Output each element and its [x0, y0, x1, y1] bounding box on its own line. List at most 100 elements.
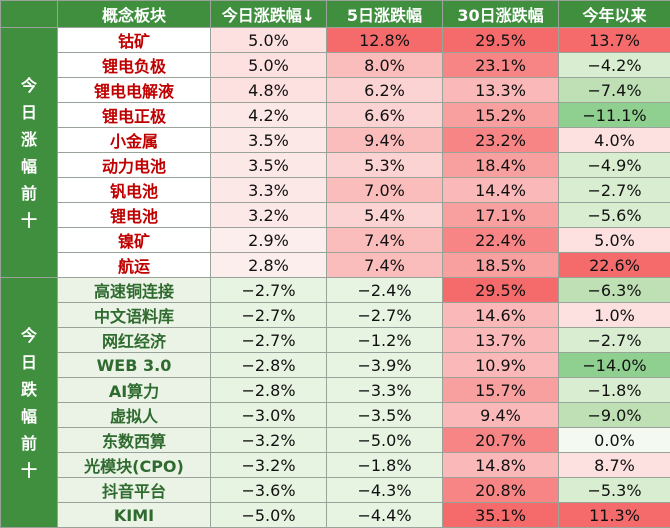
- today-change-cell: 2.9%: [211, 228, 327, 253]
- group-label-top-gainers: 今日涨幅前十: [1, 28, 58, 278]
- 5day-change-cell: 8.0%: [327, 53, 443, 78]
- 5day-change-cell: −1.2%: [327, 328, 443, 353]
- group-label-char: 幅: [1, 153, 57, 180]
- sector-name[interactable]: 小金属: [58, 128, 211, 153]
- 30day-change-cell: 22.4%: [443, 228, 559, 253]
- sector-name[interactable]: 光模块(CPO): [58, 453, 211, 478]
- sector-name[interactable]: 中文语料库: [58, 303, 211, 328]
- header-5day-change[interactable]: 5日涨跌幅: [327, 1, 443, 28]
- table-row[interactable]: 虚拟人−3.0%−3.5%9.4%−9.0%: [1, 403, 670, 428]
- ytd-change-cell: −5.6%: [559, 203, 670, 228]
- today-change-cell: −2.7%: [211, 303, 327, 328]
- today-change-cell: 4.8%: [211, 78, 327, 103]
- table-row[interactable]: KIMI−5.0%−4.4%35.1%11.3%: [1, 503, 670, 528]
- ytd-change-cell: 4.0%: [559, 128, 670, 153]
- 5day-change-cell: −3.3%: [327, 378, 443, 403]
- header-today-change[interactable]: 今日涨跌幅↓: [211, 1, 327, 28]
- 30day-change-cell: 18.5%: [443, 253, 559, 278]
- group-label-char: 涨: [1, 126, 57, 153]
- sector-name[interactable]: 镍矿: [58, 228, 211, 253]
- 30day-change-cell: 10.9%: [443, 353, 559, 378]
- sector-name[interactable]: 锂电负极: [58, 53, 211, 78]
- header-sector[interactable]: 概念板块: [58, 1, 211, 28]
- 5day-change-cell: 7.4%: [327, 253, 443, 278]
- table-row[interactable]: 光模块(CPO)−3.2%−1.8%14.8%8.7%: [1, 453, 670, 478]
- table-row[interactable]: 今日跌幅前十高速铜连接−2.7%−2.4%29.5%−6.3%: [1, 278, 670, 303]
- sector-name[interactable]: 东数西算: [58, 428, 211, 453]
- sector-name[interactable]: 锂电池: [58, 203, 211, 228]
- ytd-change-cell: −7.4%: [559, 78, 670, 103]
- header-ytd-change[interactable]: 今年以来: [559, 1, 670, 28]
- table-row[interactable]: 中文语料库−2.7%−2.7%14.6%1.0%: [1, 303, 670, 328]
- 5day-change-cell: −2.4%: [327, 278, 443, 303]
- ytd-change-cell: −11.1%: [559, 103, 670, 128]
- 5day-change-cell: −2.7%: [327, 303, 443, 328]
- table-row[interactable]: 网红经济−2.7%−1.2%13.7%−2.7%: [1, 328, 670, 353]
- ytd-change-cell: −4.9%: [559, 153, 670, 178]
- 30day-change-cell: 14.4%: [443, 178, 559, 203]
- today-change-cell: −5.0%: [211, 503, 327, 528]
- sector-name[interactable]: 航运: [58, 253, 211, 278]
- group-label-char: 今: [1, 72, 57, 99]
- table-row[interactable]: 东数西算−3.2%−5.0%20.7%0.0%: [1, 428, 670, 453]
- ytd-change-cell: 22.6%: [559, 253, 670, 278]
- 30day-change-cell: 29.5%: [443, 278, 559, 303]
- sector-name[interactable]: 抖音平台: [58, 478, 211, 503]
- sector-name[interactable]: 钒电池: [58, 178, 211, 203]
- ytd-change-cell: −6.3%: [559, 278, 670, 303]
- table-row[interactable]: WEB 3.0−2.8%−3.9%10.9%−14.0%: [1, 353, 670, 378]
- sector-name[interactable]: WEB 3.0: [58, 353, 211, 378]
- today-change-cell: −3.2%: [211, 453, 327, 478]
- ytd-change-cell: −4.2%: [559, 53, 670, 78]
- 30day-change-cell: 13.3%: [443, 78, 559, 103]
- sector-name[interactable]: 网红经济: [58, 328, 211, 353]
- header-30day-change[interactable]: 30日涨跌幅: [443, 1, 559, 28]
- ytd-change-cell: −1.8%: [559, 378, 670, 403]
- ytd-change-cell: −2.7%: [559, 328, 670, 353]
- 5day-change-cell: 5.4%: [327, 203, 443, 228]
- today-change-cell: −3.6%: [211, 478, 327, 503]
- 5day-change-cell: 6.6%: [327, 103, 443, 128]
- ytd-change-cell: 5.0%: [559, 228, 670, 253]
- table-row[interactable]: 抖音平台−3.6%−4.3%20.8%−5.3%: [1, 478, 670, 503]
- 30day-change-cell: 23.2%: [443, 128, 559, 153]
- ytd-change-cell: −14.0%: [559, 353, 670, 378]
- group-label-char: 今: [1, 322, 57, 349]
- sector-name[interactable]: 高速铜连接: [58, 278, 211, 303]
- sector-name[interactable]: AI算力: [58, 378, 211, 403]
- sector-name[interactable]: 钴矿: [58, 28, 211, 53]
- ytd-change-cell: 11.3%: [559, 503, 670, 528]
- 5day-change-cell: −4.3%: [327, 478, 443, 503]
- today-change-cell: −2.8%: [211, 378, 327, 403]
- sector-name[interactable]: KIMI: [58, 503, 211, 528]
- 5day-change-cell: 6.2%: [327, 78, 443, 103]
- 30day-change-cell: 15.2%: [443, 103, 559, 128]
- sector-name[interactable]: 虚拟人: [58, 403, 211, 428]
- 30day-change-cell: 23.1%: [443, 53, 559, 78]
- today-change-cell: −3.2%: [211, 428, 327, 453]
- 5day-change-cell: −5.0%: [327, 428, 443, 453]
- 5day-change-cell: 12.8%: [327, 28, 443, 53]
- sector-name[interactable]: 锂电正极: [58, 103, 211, 128]
- table-row[interactable]: AI算力−2.8%−3.3%15.7%−1.8%: [1, 378, 670, 403]
- group-label-char: 前: [1, 430, 57, 457]
- ytd-change-cell: 13.7%: [559, 28, 670, 53]
- 30day-change-cell: 17.1%: [443, 203, 559, 228]
- 5day-change-cell: −1.8%: [327, 453, 443, 478]
- today-change-cell: −2.7%: [211, 278, 327, 303]
- sector-name[interactable]: 锂电电解液: [58, 78, 211, 103]
- group-label-char: 跌: [1, 376, 57, 403]
- sector-name[interactable]: 动力电池: [58, 153, 211, 178]
